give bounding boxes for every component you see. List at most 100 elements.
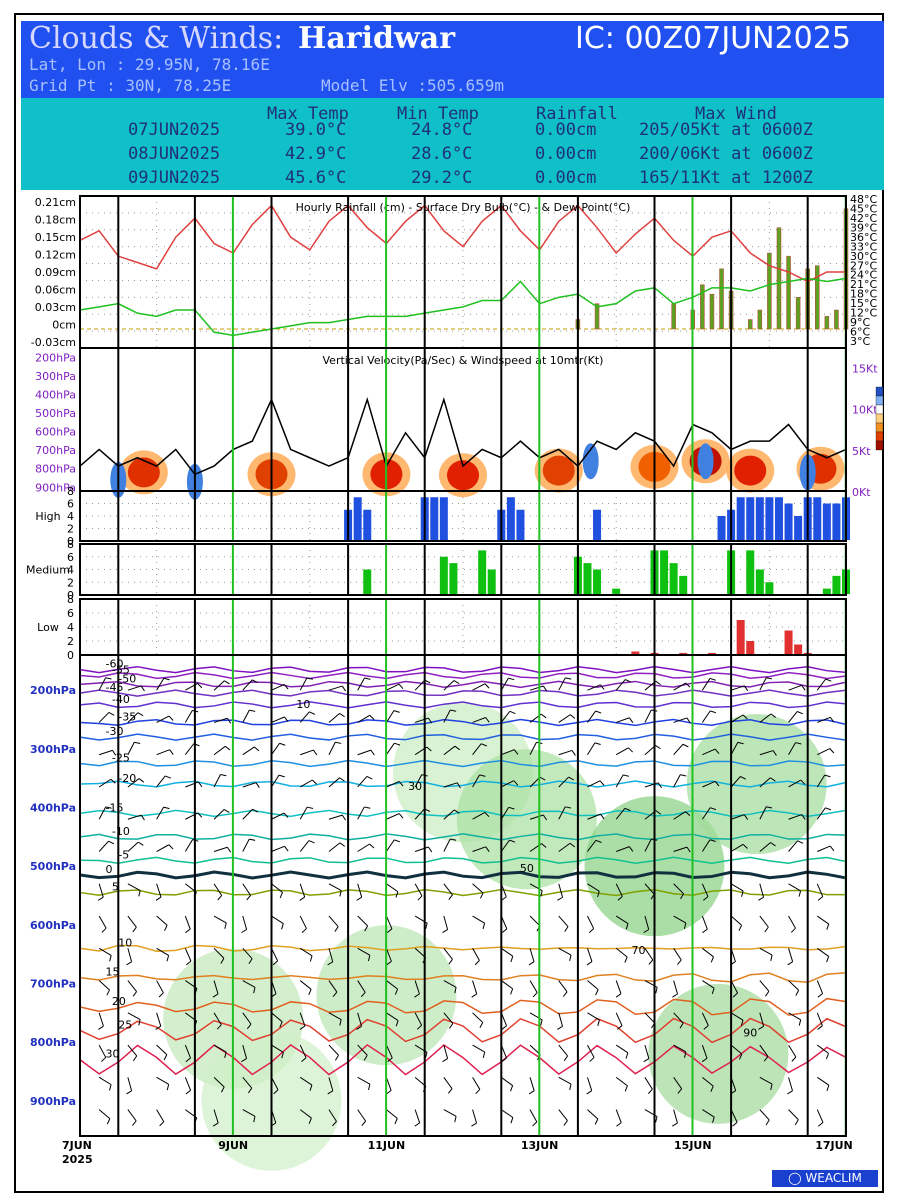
cloud-layer-label: Medium — [26, 564, 70, 577]
wind-barb-flag — [339, 890, 342, 897]
wind-barb-flag — [655, 745, 661, 750]
rain-bar — [815, 265, 820, 330]
wind-barb — [443, 915, 449, 930]
wind-barb — [472, 846, 486, 852]
wind-barb — [558, 1109, 568, 1121]
wind-barb — [185, 812, 199, 820]
wind-barb — [558, 1076, 572, 1085]
rh-contour-label: 10 — [296, 698, 310, 711]
wind-barb-flag — [795, 990, 800, 996]
wind-barb-flag — [386, 960, 392, 966]
cloud-bar — [755, 569, 764, 594]
wind-barb — [759, 806, 767, 820]
rain-bar — [748, 319, 753, 330]
wind-barb-flag — [155, 1025, 162, 1030]
wind-barb-flag — [249, 709, 256, 712]
cloud-bar — [746, 550, 755, 594]
wind-barb-flag — [672, 993, 678, 998]
wind-barb — [615, 947, 628, 958]
y-level-label: 300hPa — [35, 370, 76, 383]
wind-barb-flag — [252, 808, 259, 813]
y-tick-label: 0.21cm — [35, 196, 76, 209]
wind-barb-flag — [829, 845, 835, 852]
wind-barb-flag — [163, 1054, 168, 1061]
stats-header-rain: Rainfall — [536, 104, 618, 124]
vv-updraft — [697, 443, 714, 480]
wind-barb — [759, 1076, 773, 1085]
wind-barb — [501, 947, 514, 957]
y-tick-label: 0.09cm — [35, 266, 76, 279]
wind-barb — [213, 883, 223, 896]
wind-barb-flag — [565, 806, 572, 809]
wind-barb — [156, 915, 168, 926]
wind-barb-flag — [628, 846, 634, 852]
wind-barb — [156, 844, 170, 852]
wind-barb-flag — [801, 814, 806, 820]
wind-barb — [299, 947, 313, 957]
wind-barb-flag — [448, 894, 453, 900]
wind-barb — [357, 677, 365, 691]
wind-barb — [328, 915, 339, 927]
wind-barb — [98, 778, 112, 788]
y-level-label: 800hPa — [30, 1036, 76, 1049]
wind-barb-flag — [313, 749, 318, 756]
wind-barb-flag — [562, 991, 568, 997]
wind-barb — [730, 685, 745, 691]
wind-barb — [817, 748, 831, 756]
wind-barb — [615, 747, 629, 756]
wind-barb-flag — [709, 839, 716, 843]
cloud-bar — [679, 575, 688, 594]
rain-bar — [824, 316, 830, 330]
wind-barb — [386, 1012, 399, 1021]
wind-barb-flag — [456, 782, 461, 789]
colorbar-swatch — [875, 413, 884, 424]
y-tick-label: 2 — [67, 635, 74, 648]
wind-barb-flag — [332, 1121, 337, 1127]
wind-barb — [558, 842, 571, 852]
wind-barb-flag — [485, 846, 490, 852]
wind-barb-flag — [414, 993, 420, 998]
wind-barb-flag — [454, 987, 457, 994]
wind-barb-flag — [510, 956, 514, 963]
wind-barb-flag — [442, 929, 448, 934]
wind-barb — [385, 915, 393, 930]
wind-barb — [414, 808, 425, 820]
wind-barb-flag — [395, 1020, 399, 1027]
x-tick-label: 9JUN — [218, 1139, 248, 1152]
wind-barb-flag — [398, 683, 404, 690]
wind-barb — [500, 839, 510, 852]
wind-barb — [328, 814, 343, 820]
wind-barb-flag — [339, 842, 346, 847]
wind-barb-flag — [140, 685, 145, 692]
wind-barb — [242, 746, 255, 756]
wind-barb-flag — [217, 895, 223, 901]
wind-barb — [730, 980, 738, 994]
x-tick-label: 17JUN — [815, 1139, 853, 1152]
wind-barb — [558, 1012, 563, 1027]
wind-barb — [242, 947, 253, 960]
wind-barb — [673, 682, 686, 691]
wind-barb — [730, 714, 744, 723]
wind-barb-flag — [163, 677, 170, 681]
cloud-bar — [765, 582, 774, 594]
wind-barb-flag — [509, 839, 516, 843]
wind-barb-flag — [425, 923, 428, 930]
wind-barb-flag — [787, 961, 793, 966]
wind-barb — [184, 1044, 192, 1059]
wind-barb — [156, 1044, 168, 1056]
stats-date: 08JUN2025 — [128, 144, 221, 164]
wind-barb-flag — [772, 750, 777, 756]
wind-barb — [702, 947, 714, 958]
wind-barb — [788, 1044, 797, 1058]
rh-shade — [648, 983, 789, 1124]
isotherm — [79, 759, 847, 768]
wind-barb — [673, 811, 686, 820]
wind-barb — [788, 883, 801, 892]
colorbar-swatch — [875, 422, 884, 433]
cloud-bar — [813, 497, 822, 540]
y-level-label: 900hPa — [30, 1095, 76, 1108]
wind-barb-flag — [742, 714, 748, 720]
wind-barb-flag — [684, 1051, 687, 1058]
wind-barb — [156, 677, 165, 691]
wind-barb — [213, 846, 228, 852]
